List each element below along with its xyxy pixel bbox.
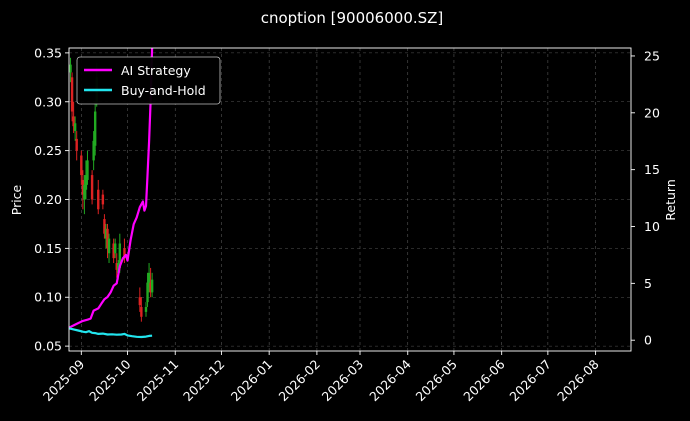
y2-tick-label: 5 xyxy=(644,276,652,291)
candle-body xyxy=(115,263,118,270)
candle-body xyxy=(69,64,72,73)
candle-body xyxy=(149,282,152,293)
candle-body xyxy=(150,279,154,293)
chart-title: cnoption [90006000.SZ] xyxy=(261,9,444,27)
candle-body xyxy=(106,228,109,249)
y-tick-label: 0.25 xyxy=(34,143,62,158)
candle-body xyxy=(104,228,108,239)
candle-body xyxy=(84,175,88,190)
candle-body xyxy=(113,243,117,254)
candle-layer xyxy=(69,57,154,322)
legend-box xyxy=(76,56,221,105)
candle-body xyxy=(107,238,111,254)
legend-label-ai-strategy: AI Strategy xyxy=(121,63,191,78)
series-line-buy-and-hold xyxy=(68,327,153,339)
candle-body xyxy=(73,123,77,132)
y2-axis-label: Return xyxy=(663,179,678,220)
candle-body xyxy=(117,263,120,273)
candle-body xyxy=(86,160,89,180)
series-line-ai-strategy xyxy=(68,47,154,329)
candle-body xyxy=(70,77,74,112)
candle-body xyxy=(138,297,142,306)
candle-body xyxy=(72,116,75,127)
candle-body xyxy=(146,282,149,303)
candle-body xyxy=(118,243,122,268)
left-axis: 0.05 0.10 0.15 0.20 0.25 0.30 0.35 xyxy=(34,45,69,354)
candle-body xyxy=(123,248,126,259)
y-tick-label: 0.10 xyxy=(34,290,62,305)
candle-body xyxy=(93,111,97,146)
candle-body xyxy=(140,307,143,317)
candle-body xyxy=(103,219,106,234)
y-tick-label: 0.05 xyxy=(34,339,62,354)
y-tick-label: 0.30 xyxy=(34,94,62,109)
candle-body xyxy=(81,179,85,195)
candle-body xyxy=(112,243,115,259)
candle-body xyxy=(97,189,100,210)
candle-body xyxy=(92,140,95,161)
y-tick-label: 0.15 xyxy=(34,241,62,256)
candle-body xyxy=(90,175,94,200)
y-tick-label: 0.35 xyxy=(34,45,62,60)
y-axis-label: Price xyxy=(9,184,24,215)
candle-body xyxy=(83,184,86,200)
candle-body xyxy=(144,307,148,312)
y2-tick-label: 25 xyxy=(644,48,660,63)
legend: AI Strategy Buy-and-Hold xyxy=(76,56,221,105)
y-tick-label: 0.20 xyxy=(34,192,62,207)
candle-body xyxy=(75,138,78,151)
right-axis: 0 5 10 15 20 25 xyxy=(631,48,660,348)
candle-body xyxy=(101,194,105,205)
grid-layer xyxy=(69,48,631,351)
y2-tick-label: 15 xyxy=(644,162,660,177)
legend-label-buy-and-hold: Buy-and-Hold xyxy=(121,83,206,98)
y2-tick-label: 10 xyxy=(644,219,660,234)
y2-tick-label: 20 xyxy=(644,105,660,120)
line-layer xyxy=(68,47,154,339)
candle-body xyxy=(80,155,83,176)
candle-body xyxy=(147,272,151,288)
y2-tick-label: 0 xyxy=(644,333,652,348)
